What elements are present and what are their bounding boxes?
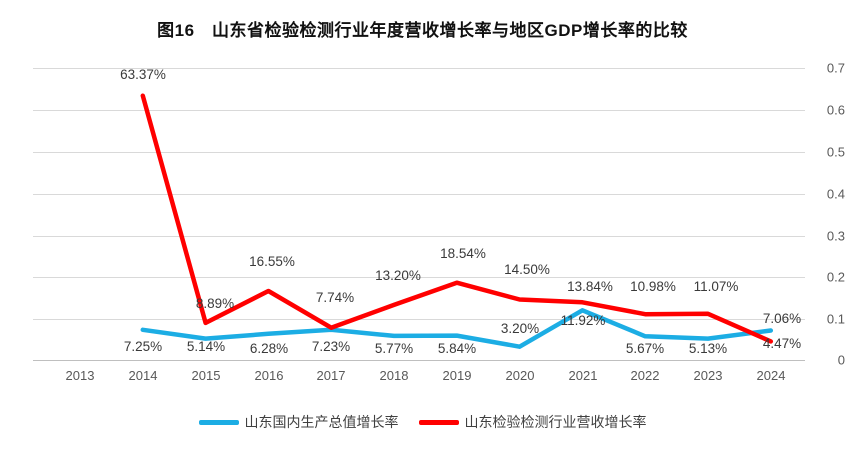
xtick-label-2013: 2013 (65, 368, 95, 383)
gdp-point-label: 6.28% (249, 341, 289, 356)
legend-label-inspection-revenue: 山东检验检测行业营收增长率 (464, 414, 647, 430)
xtick-label-2022: 2022 (630, 368, 660, 383)
inspection-revenue-point-label: 11.07% (693, 279, 739, 294)
ytick-label-0.1: 0.1 (826, 311, 845, 327)
inspection-revenue-point-label: 63.37% (120, 67, 166, 82)
gridline-0.6 (33, 110, 805, 111)
inspection-revenue-point-label: 16.55% (249, 254, 295, 269)
inspection-revenue-point-label: 10.98% (630, 279, 676, 294)
gridline-0.1 (33, 319, 805, 320)
inspection-revenue-point-label: 13.20% (375, 268, 421, 283)
ytick-label-0.2: 0.2 (826, 269, 845, 285)
gridline-0.5 (33, 152, 805, 153)
gdp-point-label: 5.13% (688, 341, 728, 356)
ytick-label-0.3: 0.3 (826, 228, 845, 244)
inspection-revenue-point-label: 13.84% (567, 279, 613, 294)
xtick-label-2016: 2016 (254, 368, 284, 383)
xtick-label-2017: 2017 (316, 368, 346, 383)
gdp-point-label: 5.84% (437, 341, 477, 356)
gridline-0.3 (33, 236, 805, 237)
xtick-label-2014: 2014 (128, 368, 158, 383)
inspection-revenue-point-label: 18.54% (440, 246, 486, 261)
ytick-label-0.5: 0.5 (826, 144, 845, 160)
xtick-label-2019: 2019 (442, 368, 472, 383)
gdp-point-label: 5.77% (374, 341, 414, 356)
legend-swatch-gdp-icon (198, 419, 239, 425)
xtick-label-2023: 2023 (693, 368, 723, 383)
gridline-0.4 (33, 194, 805, 195)
xtick-label-2024: 2024 (756, 368, 786, 383)
chart-title: 图16 山东省检验检测行业年度营收增长率与地区GDP增长率的比较 (157, 21, 688, 40)
xtick-label-2020: 2020 (505, 368, 535, 383)
inspection-revenue-point-label: 8.89% (195, 296, 235, 311)
line-series-inspection-revenue (140, 93, 774, 344)
legend-label-gdp: 山东国内生产总值增长率 (244, 414, 399, 430)
gdp-point-label: 5.67% (625, 341, 665, 356)
gridline-0.7 (33, 68, 805, 69)
inspection-revenue-point-label: 7.74% (315, 290, 355, 305)
ytick-label-0.6: 0.6 (826, 102, 845, 118)
gridline-0.2 (33, 277, 805, 278)
xtick-label-2021: 2021 (568, 368, 598, 383)
legend-swatch-inspection-revenue-icon (418, 419, 459, 425)
ytick-label-0: 0 (837, 352, 845, 368)
gdp-point-label: 7.25% (123, 339, 163, 354)
xtick-label-2015: 2015 (191, 368, 221, 383)
gdp-point-label: 5.14% (186, 339, 226, 354)
legend-item-gdp[interactable]: 山东国内生产总值增长率 (198, 412, 399, 432)
legend-item-inspection-revenue[interactable]: 山东检验检测行业营收增长率 (418, 412, 647, 432)
gdp-point-label: 7.23% (311, 339, 351, 354)
axis-zero-line (33, 360, 805, 361)
chart-legend: 山东国内生产总值增长率 山东检验检测行业营收增长率 (0, 412, 845, 432)
ytick-label-0.7: 0.7 (826, 60, 845, 76)
line-series-gdp (140, 308, 774, 349)
inspection-revenue-point-label: 14.50% (504, 262, 550, 277)
ytick-label-0.4: 0.4 (826, 186, 845, 202)
gdp-point-label: 4.47% (762, 336, 802, 351)
gdp-point-label: 11.92% (560, 313, 606, 328)
inspection-revenue-point-label: 7.06% (762, 311, 802, 326)
gdp-point-label: 3.20% (500, 321, 540, 336)
xtick-label-2018: 2018 (379, 368, 409, 383)
